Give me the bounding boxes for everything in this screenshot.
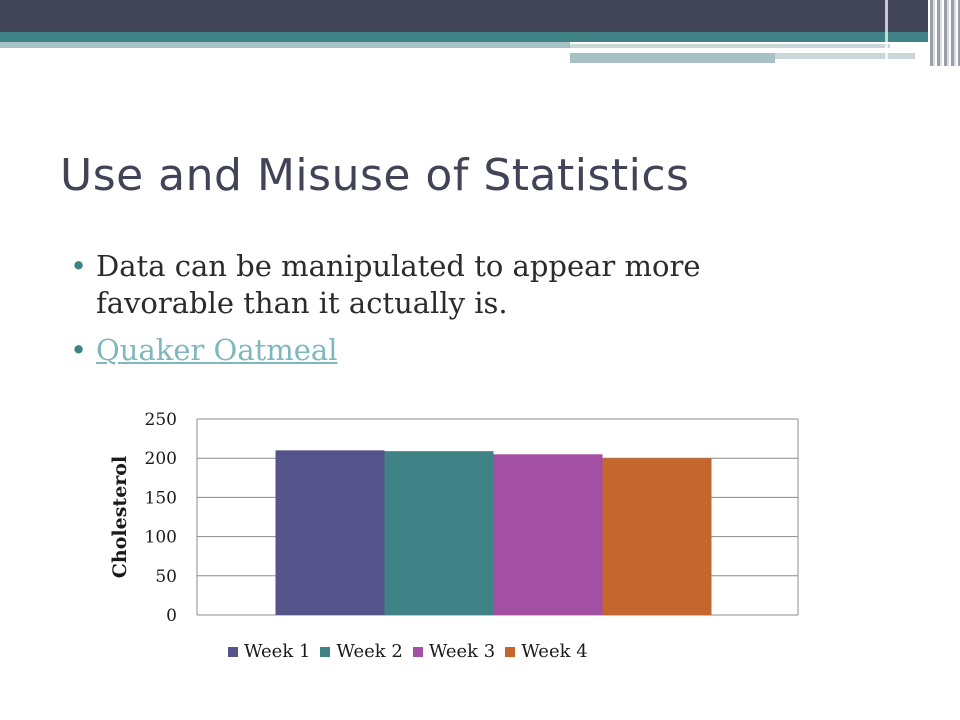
header-bar-accent (570, 53, 775, 63)
legend-label: Week 3 (428, 641, 496, 662)
header-bar-dark (0, 0, 960, 32)
header-bar-teal (0, 32, 960, 42)
quaker-oatmeal-link[interactable]: Quaker Oatmeal (96, 333, 338, 367)
legend-item: Week 2 (320, 641, 403, 662)
bullet-dot-icon: • (70, 249, 88, 283)
chart-plot: 0 50 100 150 200 250 Cholesterol (109, 410, 799, 626)
legend-swatch (505, 646, 516, 657)
legend-item: Week 3 (412, 641, 496, 662)
header-bar-accent (775, 53, 915, 59)
y-tick-label: 100 (145, 528, 177, 548)
y-tick-label: 150 (145, 488, 177, 508)
bullet-list: • Data can be manipulated to appear more… (70, 248, 830, 379)
chart-legend: Week 1 Week 2 Week 3 Week 4 (228, 641, 588, 662)
legend-swatch (228, 646, 238, 657)
header-stripes (928, 0, 960, 66)
y-tick-label: 50 (155, 567, 177, 587)
legend-item: Week 4 (505, 641, 588, 662)
bar-week-2 (384, 451, 494, 615)
header-bar-accent (570, 44, 890, 48)
bar-week-3 (493, 454, 603, 615)
bullet-dot-icon: • (70, 333, 88, 367)
bullet-item: • Data can be manipulated to appear more… (70, 248, 830, 322)
y-axis-title: Cholesterol (109, 456, 131, 578)
legend-label: Week 2 (336, 641, 403, 662)
y-tick-label: 250 (145, 410, 177, 430)
slide-title: Use and Misuse of Statistics (60, 150, 690, 201)
legend-label: Week 1 (244, 641, 311, 662)
header-bar-teal-light (0, 42, 570, 48)
legend-swatch (412, 646, 423, 657)
header-divider (885, 0, 888, 60)
cholesterol-chart: 0 50 100 150 200 250 Cholesterol Week 1 Week 2… (100, 405, 820, 685)
bullet-text: Data can be manipulated to appear more f… (96, 249, 701, 320)
bar-week-1 (275, 450, 385, 615)
bar-week-4 (602, 458, 712, 615)
legend-label: Week 4 (521, 641, 588, 662)
y-tick-label: 0 (166, 606, 177, 626)
y-tick-label: 200 (145, 449, 177, 469)
legend-swatch (320, 646, 331, 657)
legend-item: Week 1 (228, 641, 310, 662)
bullet-item: • Quaker Oatmeal (70, 332, 830, 369)
